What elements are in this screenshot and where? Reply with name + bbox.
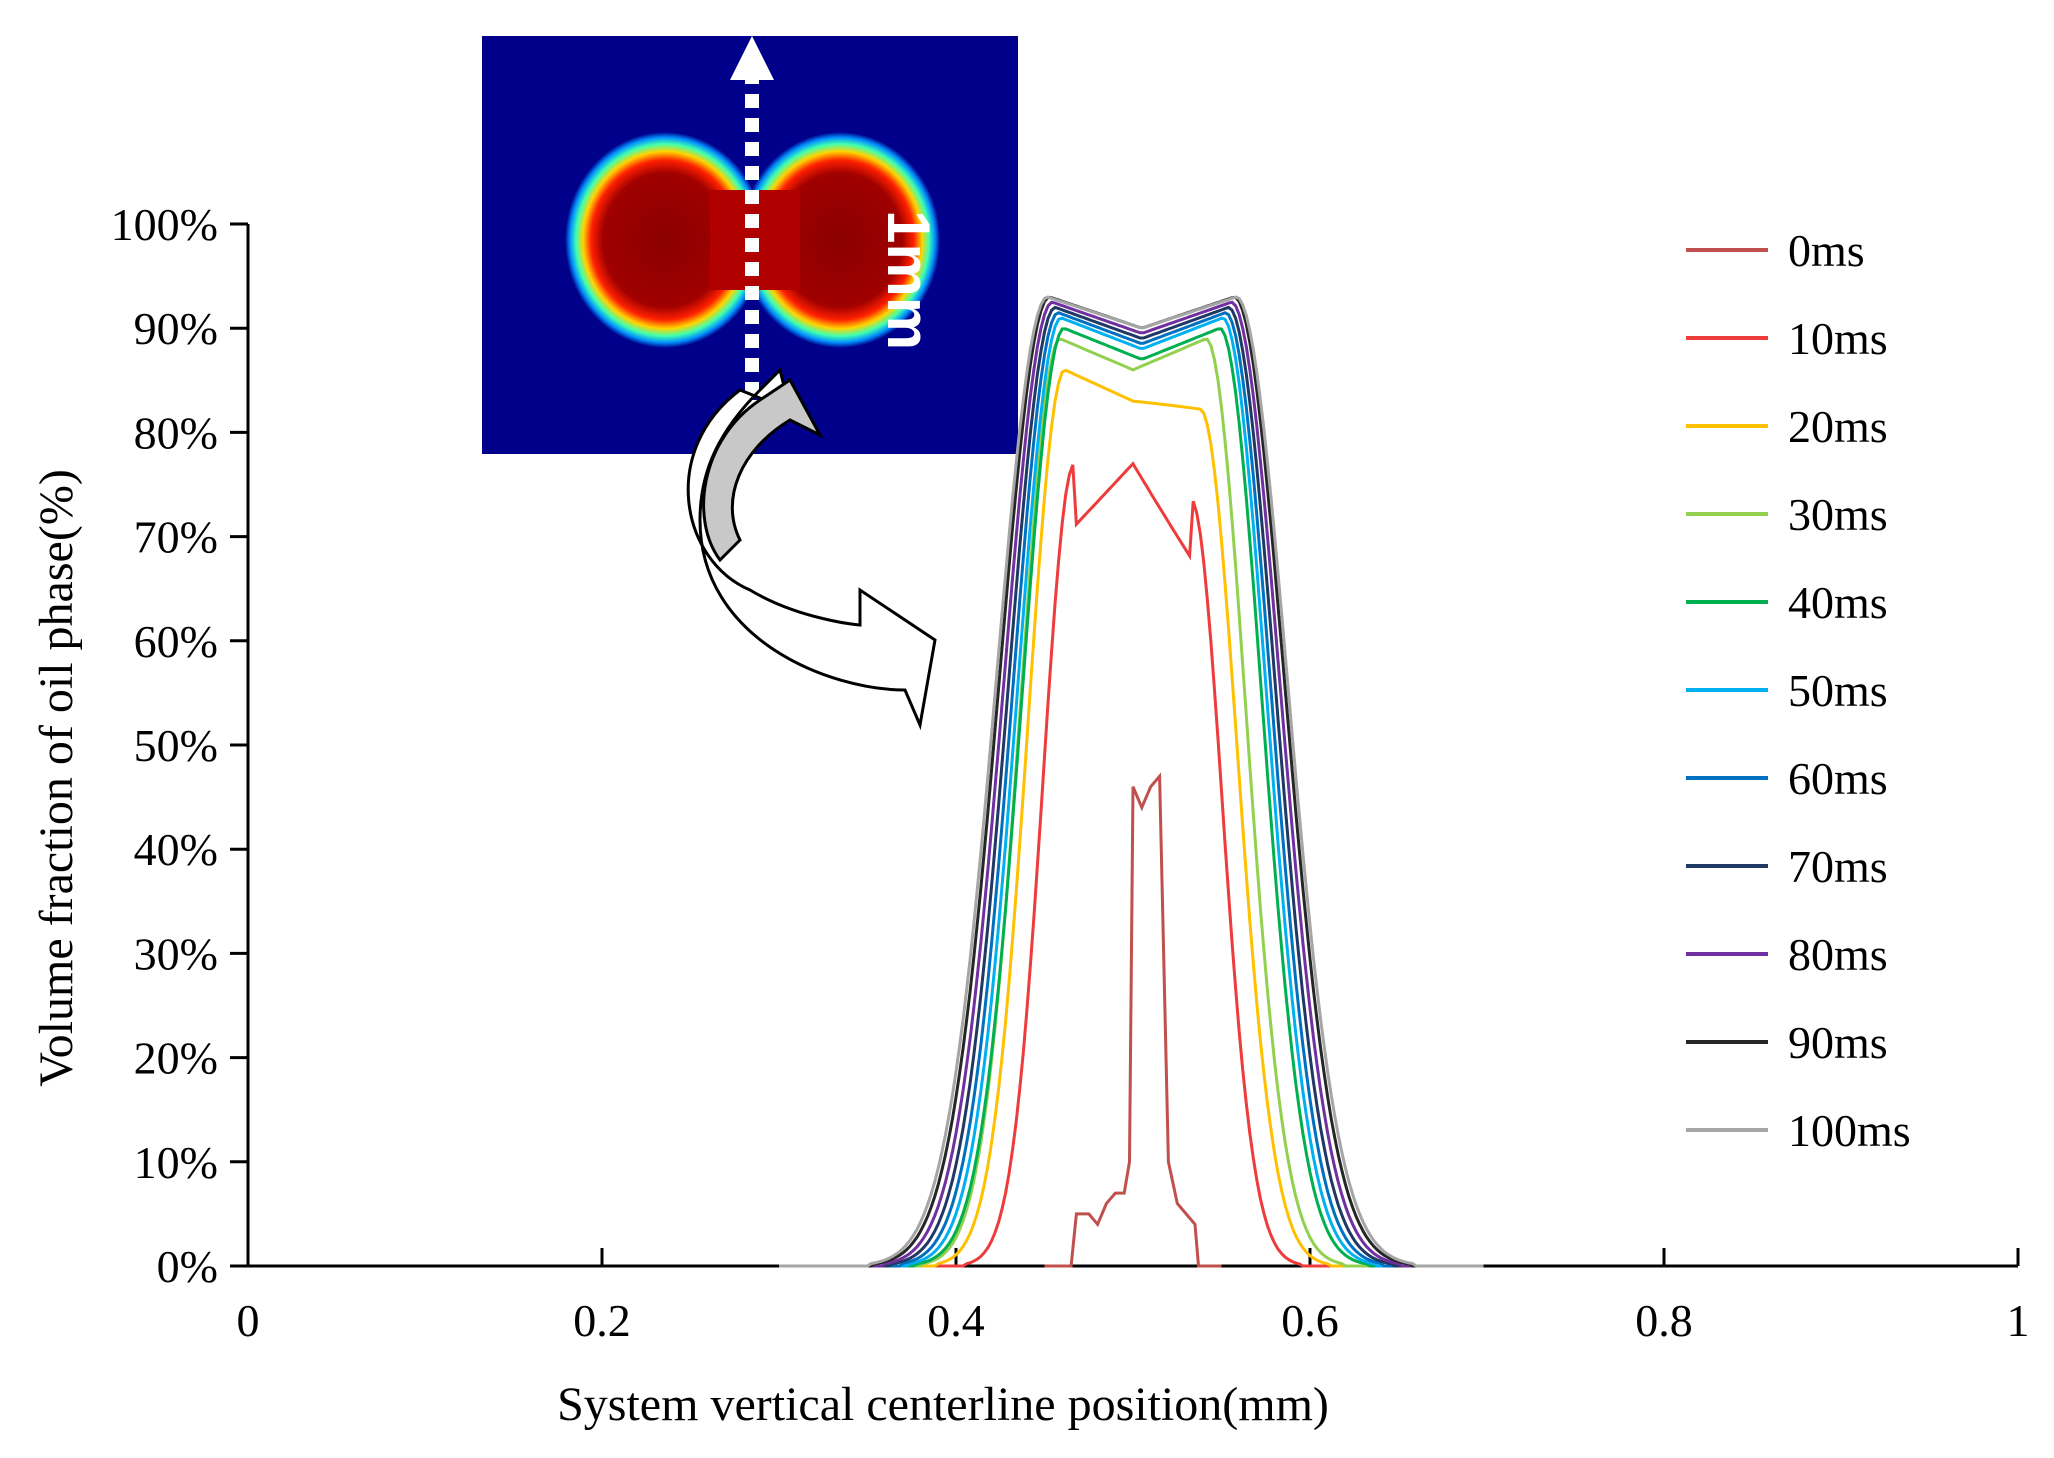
legend-label: 90ms xyxy=(1788,1017,1888,1068)
series-line-80ms xyxy=(779,300,1484,1268)
inset-arrow-up-icon xyxy=(730,36,774,80)
legend-label: 50ms xyxy=(1788,665,1888,716)
series-group xyxy=(779,295,1484,1268)
legend-label: 0ms xyxy=(1788,225,1865,276)
y-tick-label: 50% xyxy=(134,720,218,771)
y-tick-label: 100% xyxy=(111,199,218,250)
legend-label: 70ms xyxy=(1788,841,1888,892)
inset-droplet-left xyxy=(565,132,765,348)
y-tick-label: 0% xyxy=(157,1241,218,1292)
y-tick-label: 90% xyxy=(134,303,218,354)
x-tick-label: 0.6 xyxy=(1281,1295,1339,1346)
x-tick-label: 0.8 xyxy=(1635,1295,1693,1346)
y-axis-title: Volume fraction of oil phase(%) xyxy=(30,469,83,1087)
series-line-0ms xyxy=(1044,772,1222,1268)
y-tick-label: 20% xyxy=(134,1033,218,1084)
x-tick-label: 0.4 xyxy=(927,1295,985,1346)
y-tick-label: 40% xyxy=(134,824,218,875)
x-tick-label: 1 xyxy=(2007,1295,2030,1346)
inset-image: 1mm xyxy=(482,36,1018,454)
series-line-60ms xyxy=(779,311,1484,1268)
legend: 0ms 10ms 20ms 30ms 40ms 50ms 60ms 70ms 80ms 90ms 1… xyxy=(1686,225,1911,1156)
curved-arrow-shadow xyxy=(702,377,824,563)
y-tick-label: 10% xyxy=(134,1137,218,1188)
y-tick-label: 60% xyxy=(134,616,218,667)
x-tick-label: 0.2 xyxy=(573,1295,631,1346)
series-line-70ms xyxy=(779,305,1484,1268)
x-tick-label: 0 xyxy=(237,1295,260,1346)
legend-label: 10ms xyxy=(1788,313,1888,364)
legend-label: 40ms xyxy=(1788,577,1888,628)
series-line-100ms xyxy=(779,295,1484,1268)
x-axis-title: System vertical centerline position(mm) xyxy=(557,1378,1329,1431)
legend-label: 30ms xyxy=(1788,489,1888,540)
axes: 0 0.2 0.4 0.6 0.8 10%10%20%30%40%50%60%70%80%… xyxy=(111,199,2030,1346)
legend-label: 80ms xyxy=(1788,929,1888,980)
y-tick-label: 70% xyxy=(134,512,218,563)
legend-label: 20ms xyxy=(1788,401,1888,452)
legend-label: 60ms xyxy=(1788,753,1888,804)
inset-droplet-right xyxy=(740,132,940,348)
legend-label: 100ms xyxy=(1788,1105,1911,1156)
y-tick-label: 80% xyxy=(134,407,218,458)
inset-scale-label: 1mm xyxy=(875,210,942,350)
y-tick-label: 30% xyxy=(134,928,218,979)
